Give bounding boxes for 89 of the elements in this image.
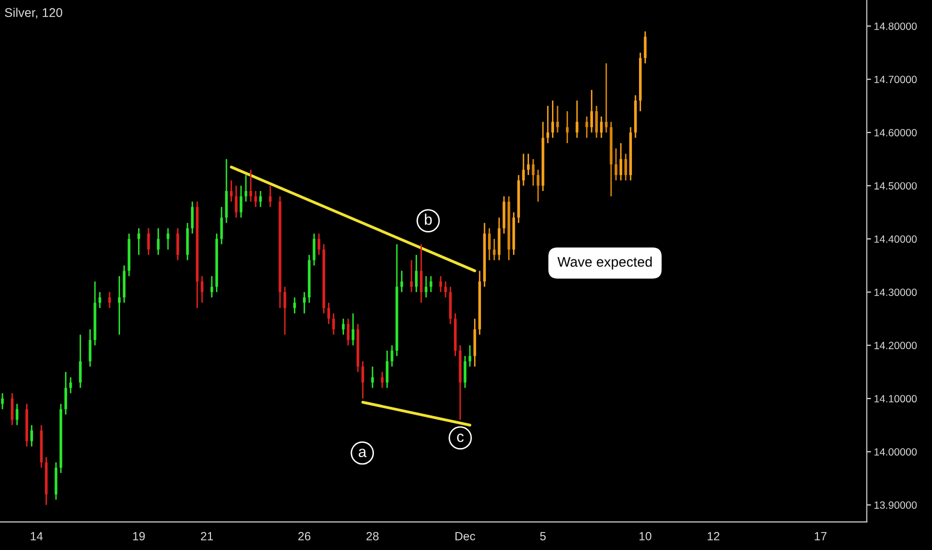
- x-tick-label: Dec: [456, 532, 476, 540]
- candlestick: [69, 376, 72, 394]
- candlestick: [234, 184, 238, 218]
- candlestick: [595, 105, 598, 138]
- candlestick: [1, 392, 4, 410]
- candlestick: [137, 228, 140, 256]
- candlestick: [244, 174, 248, 202]
- candlestick: [536, 169, 540, 202]
- y-tick-label: 14.20000: [874, 342, 917, 350]
- candlestick: [191, 200, 194, 234]
- y-tick-label: 14.40000: [874, 235, 917, 243]
- annotation: a: [358, 448, 367, 458]
- candlestick: [566, 110, 569, 144]
- candlestick: [492, 238, 496, 261]
- candlestick: [166, 228, 170, 250]
- y-tick-label: 14.60000: [874, 128, 917, 136]
- candlestick: [342, 318, 345, 336]
- y-tick-label: 14.80000: [874, 22, 917, 30]
- annotation: b: [424, 214, 432, 225]
- candlestick: [386, 350, 388, 389]
- candlestick: [556, 105, 559, 134]
- candlestick: [352, 312, 354, 346]
- candlestick: [430, 275, 432, 293]
- candlestick: [576, 100, 578, 138]
- candlestick: [464, 355, 466, 389]
- text: Silver, 120: [4, 8, 62, 18]
- x-tick-label: 14: [30, 532, 43, 540]
- candlestick: [410, 259, 413, 293]
- candlestick: [156, 228, 160, 256]
- candlestick: [361, 360, 364, 400]
- candlestick: [30, 424, 33, 448]
- candlestick: [380, 371, 384, 389]
- candlestick: [16, 403, 18, 426]
- candlestick: [424, 275, 428, 298]
- candlestick: [644, 30, 647, 64]
- candlestick: [546, 105, 550, 144]
- candlestick: [327, 302, 330, 325]
- candlestick: [332, 312, 335, 336]
- candlestick: [420, 244, 423, 304]
- candlestick: [312, 232, 316, 266]
- x-tick-label: 28: [366, 532, 379, 540]
- annotation: c: [457, 434, 464, 442]
- candlestick: [390, 344, 394, 368]
- candlestick: [590, 89, 593, 134]
- y-tick-label: 14.10000: [874, 395, 917, 402]
- candlestick: [220, 206, 223, 245]
- candlestick: [614, 148, 618, 182]
- x-tick-label: 10: [640, 532, 652, 540]
- candlestick: [10, 392, 14, 426]
- candlestick: [346, 318, 350, 346]
- y-tick-label: 14.50000: [874, 182, 917, 190]
- x-tick-label: 5: [540, 532, 546, 540]
- candlestick: [371, 366, 374, 389]
- x-tick-label: 21: [200, 532, 213, 540]
- x-tick-label: 12: [708, 532, 720, 540]
- x-tick-label: 19: [133, 532, 145, 540]
- candlestick: [624, 153, 628, 182]
- candlestick: [318, 232, 320, 256]
- candlestick: [284, 286, 286, 336]
- candlestick: [293, 296, 296, 314]
- candlestick: [64, 371, 68, 416]
- candlestick: [88, 328, 92, 368]
- y-tick-label: 14.00000: [874, 448, 917, 456]
- candlestick: [415, 254, 418, 293]
- x-tick-label: 17: [814, 532, 826, 540]
- x-tick-label: 26: [298, 532, 310, 540]
- candlestick: [551, 100, 554, 138]
- candlestick: [259, 190, 262, 208]
- candlestick: [600, 116, 603, 138]
- candlestick: [488, 228, 491, 261]
- candlestick: [230, 180, 233, 202]
- candlestick: [522, 153, 525, 186]
- candlestick: [176, 228, 180, 261]
- candlestick: [108, 291, 111, 309]
- y-tick-label: 13.90000: [874, 501, 917, 509]
- candlestick: [400, 270, 404, 293]
- y-tick-label: 14.70000: [874, 76, 917, 84]
- candlestick: [79, 334, 82, 389]
- candlestick: [200, 275, 204, 304]
- candlestick: [240, 184, 242, 218]
- candlestick: [249, 169, 252, 202]
- annotation: Wave expected: [557, 256, 652, 270]
- candlestick: [439, 275, 442, 293]
- candlestick: [444, 280, 447, 298]
- candlestick: [147, 228, 150, 256]
- candlestick: [620, 142, 622, 182]
- y-tick-label: 14.30000: [874, 288, 917, 296]
- candlestick: [468, 344, 472, 368]
- candlestick: [532, 158, 535, 186]
